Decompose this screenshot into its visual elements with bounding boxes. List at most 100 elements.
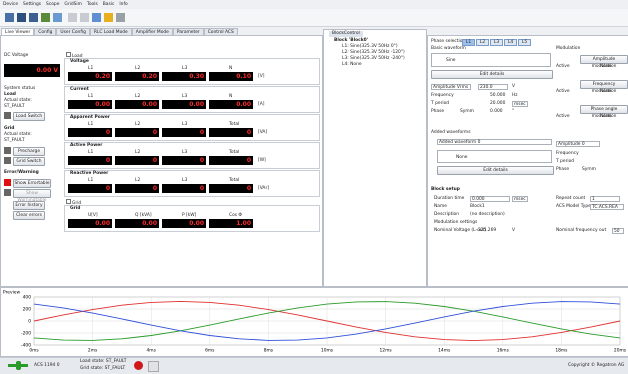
group-box [64, 114, 320, 141]
column-header: Cos Φ [229, 213, 242, 218]
series-line [33, 301, 621, 341]
tool-icon[interactable] [53, 13, 62, 22]
column-header: P [kW] [182, 213, 197, 218]
tree-item[interactable]: L3: Sine(325.3V 50Hz -240°) [342, 56, 405, 61]
waveform-box[interactable]: None [437, 150, 552, 163]
toolbar [0, 9, 628, 27]
value-display: 0 [115, 156, 159, 165]
tab[interactable]: Live Viewer [1, 27, 35, 36]
label: Actual state: [4, 132, 32, 137]
label: Symm [582, 167, 596, 172]
input[interactable]: 1 [590, 196, 620, 202]
phase-button[interactable]: L2 [476, 39, 489, 46]
tool-icon[interactable] [5, 13, 14, 22]
button[interactable]: Show Warningtable [13, 189, 51, 203]
value: 20.000 [490, 101, 506, 106]
chart-title: Preview [3, 290, 20, 296]
button[interactable] [148, 361, 159, 372]
tab[interactable]: Parameter [172, 27, 204, 36]
value: None [600, 89, 612, 94]
menu-item[interactable]: GridSim [64, 2, 82, 7]
menu-item[interactable]: Info [119, 2, 128, 7]
state: ST_FAULT [4, 104, 25, 109]
tool-icon[interactable] [116, 13, 125, 22]
tree-root[interactable]: Block 'Block0' [334, 38, 369, 43]
phase-button[interactable]: L4 [504, 39, 517, 46]
stop-button[interactable] [134, 361, 143, 370]
dropdown[interactable]: Amplitude 0 [556, 141, 600, 147]
button[interactable]: Phase angle modulation [580, 105, 628, 119]
input[interactable]: 0.000 [470, 196, 510, 202]
tool-icon[interactable] [68, 13, 77, 22]
phase-button[interactable]: L1 [462, 39, 475, 46]
label: Grid [4, 126, 15, 131]
y-tick-label: 400 [23, 295, 32, 301]
unit: [VAr] [258, 186, 269, 191]
value-display: 0 [209, 156, 253, 165]
value-display: 0 [68, 128, 112, 137]
menu-item[interactable]: Device [3, 2, 19, 7]
phase-button[interactable]: L5 [518, 39, 531, 46]
menu-item[interactable]: Settings [23, 2, 42, 7]
button[interactable]: Precharge [13, 147, 45, 156]
label: Nominal Voltage (L-out) [434, 228, 487, 233]
phase-buttons: L1 L2 L3 L4 L5 [462, 39, 531, 46]
tab[interactable]: Config [34, 27, 57, 36]
waveform-box[interactable]: Sine [431, 53, 551, 67]
input[interactable]: 230.0 [478, 84, 508, 90]
value-display: 0 [68, 184, 112, 193]
tree-item[interactable]: L1: Sine(325.3V 50Hz 0°) [342, 44, 398, 49]
tab[interactable]: Control ACS [203, 27, 238, 36]
tab[interactable]: User Config [56, 27, 90, 36]
dropdown[interactable]: Amplitude Vrms [431, 84, 471, 90]
group-box [64, 142, 320, 169]
tree-item[interactable]: L2: Sine(325.3V 50Hz -120°) [342, 50, 405, 55]
tab[interactable]: Amplifier Mode [131, 27, 173, 36]
tool-icon[interactable] [104, 13, 113, 22]
panel-tab[interactable]: BlockControl [329, 31, 363, 38]
input[interactable]: 50 [612, 228, 624, 234]
dropdown[interactable]: Added waveform 0 [437, 139, 552, 145]
indicator [4, 189, 11, 196]
tool-icon[interactable] [17, 13, 26, 22]
menu-item[interactable]: Basic [102, 2, 115, 7]
column-header: L1 [88, 122, 94, 127]
value: 325.269 [478, 228, 497, 233]
button[interactable]: Edit details [437, 166, 554, 175]
tool-icon[interactable] [92, 13, 101, 22]
column-header: L1 [88, 150, 94, 155]
label: Nominal frequency out [556, 228, 607, 233]
label: Name [434, 204, 447, 209]
tool-icon[interactable] [29, 13, 38, 22]
button[interactable]: Show Errortable [13, 179, 51, 188]
phase-button[interactable]: L3 [490, 39, 503, 46]
dropdown[interactable]: msec [512, 196, 528, 202]
indicator [4, 179, 11, 186]
button[interactable]: Amplitude modulation [580, 55, 628, 69]
button[interactable]: Load Switch [13, 112, 45, 121]
button[interactable]: Error history [13, 201, 45, 210]
label: Frequency [556, 151, 579, 156]
button[interactable]: Grid Switch [13, 157, 45, 166]
label: Basic waveform [431, 46, 466, 51]
indicator [4, 147, 11, 154]
group-title: Active Power [70, 143, 103, 148]
tool-icon[interactable] [80, 13, 89, 22]
tool-icon[interactable] [41, 13, 50, 22]
button[interactable]: Edit details [431, 70, 553, 79]
value-display: 0.00 [162, 100, 206, 109]
tree-item[interactable]: L4: None [342, 62, 362, 67]
tab[interactable]: RLC Load Mode [89, 27, 132, 36]
value-display: 0 [162, 184, 206, 193]
status-text: ACS 1194 0 [34, 363, 60, 368]
value-display: 0 [209, 128, 253, 137]
checkbox[interactable]: Load [66, 52, 83, 59]
checkbox[interactable]: Grid [66, 199, 81, 206]
dropdown[interactable]: msec [512, 101, 528, 107]
menu-item[interactable]: Tools [86, 2, 98, 7]
menu-item[interactable]: Scope [46, 2, 60, 7]
button[interactable]: Clear errors [13, 211, 45, 220]
dropdown[interactable]: TC.ACS.REA [590, 204, 624, 210]
button[interactable]: Frequency modulation [580, 80, 628, 94]
checkbox-label: Load [72, 54, 83, 59]
